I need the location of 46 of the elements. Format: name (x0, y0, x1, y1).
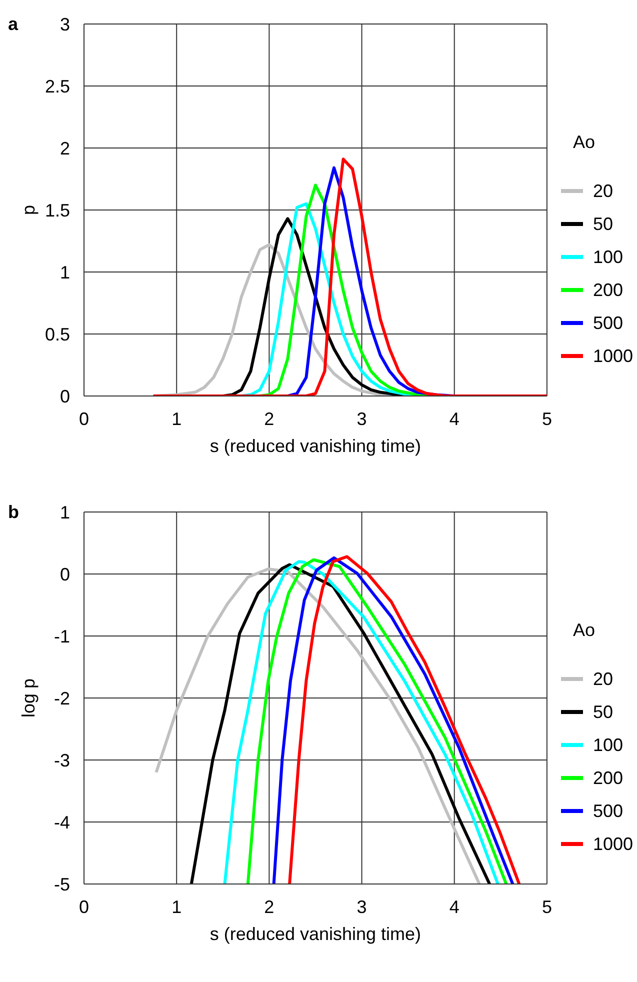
legend-label: 50 (592, 214, 613, 234)
legend-label: 20 (592, 180, 613, 202)
legend-label: 500 (592, 800, 623, 822)
x-tick-label: 1 (172, 408, 182, 429)
x-tick-label: 4 (449, 408, 460, 429)
legend-label: 500 (592, 312, 623, 334)
y-tick-label: 0 (60, 386, 70, 406)
y-tick-label: 2 (60, 138, 70, 158)
x-tick-label: 2 (264, 408, 274, 429)
x-tick-label: 3 (356, 896, 367, 917)
y-tick-label: 1 (60, 262, 70, 282)
legend-label: 100 (592, 734, 623, 756)
y-tick-label: 0 (60, 564, 70, 584)
x-axis-title: s (reduced vanishing time) (210, 924, 422, 944)
chart-title: b (8, 502, 19, 523)
y-tick-label: -4 (54, 812, 70, 832)
y-axis-title: p (18, 204, 38, 216)
y-tick-label: 3 (60, 14, 70, 34)
y-tick-label: 1 (60, 502, 70, 522)
x-tick-label: 1 (172, 896, 182, 917)
x-tick-label: 5 (542, 896, 552, 917)
x-tick-label: 4 (449, 896, 460, 917)
chart-title: a (8, 14, 18, 35)
x-tick-label: 0 (78, 408, 90, 429)
x-axis-title: s (reduced vanishing time) (210, 436, 422, 456)
legend-label: 20 (592, 668, 613, 690)
x-tick-label: 2 (264, 896, 274, 917)
y-tick-label: -2 (54, 688, 70, 708)
legend-title: Ao (572, 620, 596, 640)
x-tick-label: 3 (356, 408, 367, 429)
x-tick-label: 0 (78, 896, 90, 917)
legend-label: 50 (592, 702, 613, 722)
legend-label: 1000 (592, 346, 633, 366)
y-tick-label: 2.5 (44, 76, 70, 96)
y-tick-label: -1 (54, 626, 70, 646)
legend-label: 200 (592, 768, 623, 788)
legend-label: 200 (592, 280, 623, 300)
x-tick-label: 5 (542, 408, 552, 429)
y-tick-label: -5 (54, 874, 70, 894)
y-tick-label: -3 (54, 750, 70, 770)
y-tick-label: 1.5 (44, 200, 70, 220)
legend-title: Ao (572, 132, 596, 152)
legend-label: 100 (592, 246, 623, 268)
legend-label: 1000 (592, 834, 633, 854)
y-tick-label: 0.5 (44, 324, 70, 344)
y-axis-title: log p (18, 678, 38, 718)
